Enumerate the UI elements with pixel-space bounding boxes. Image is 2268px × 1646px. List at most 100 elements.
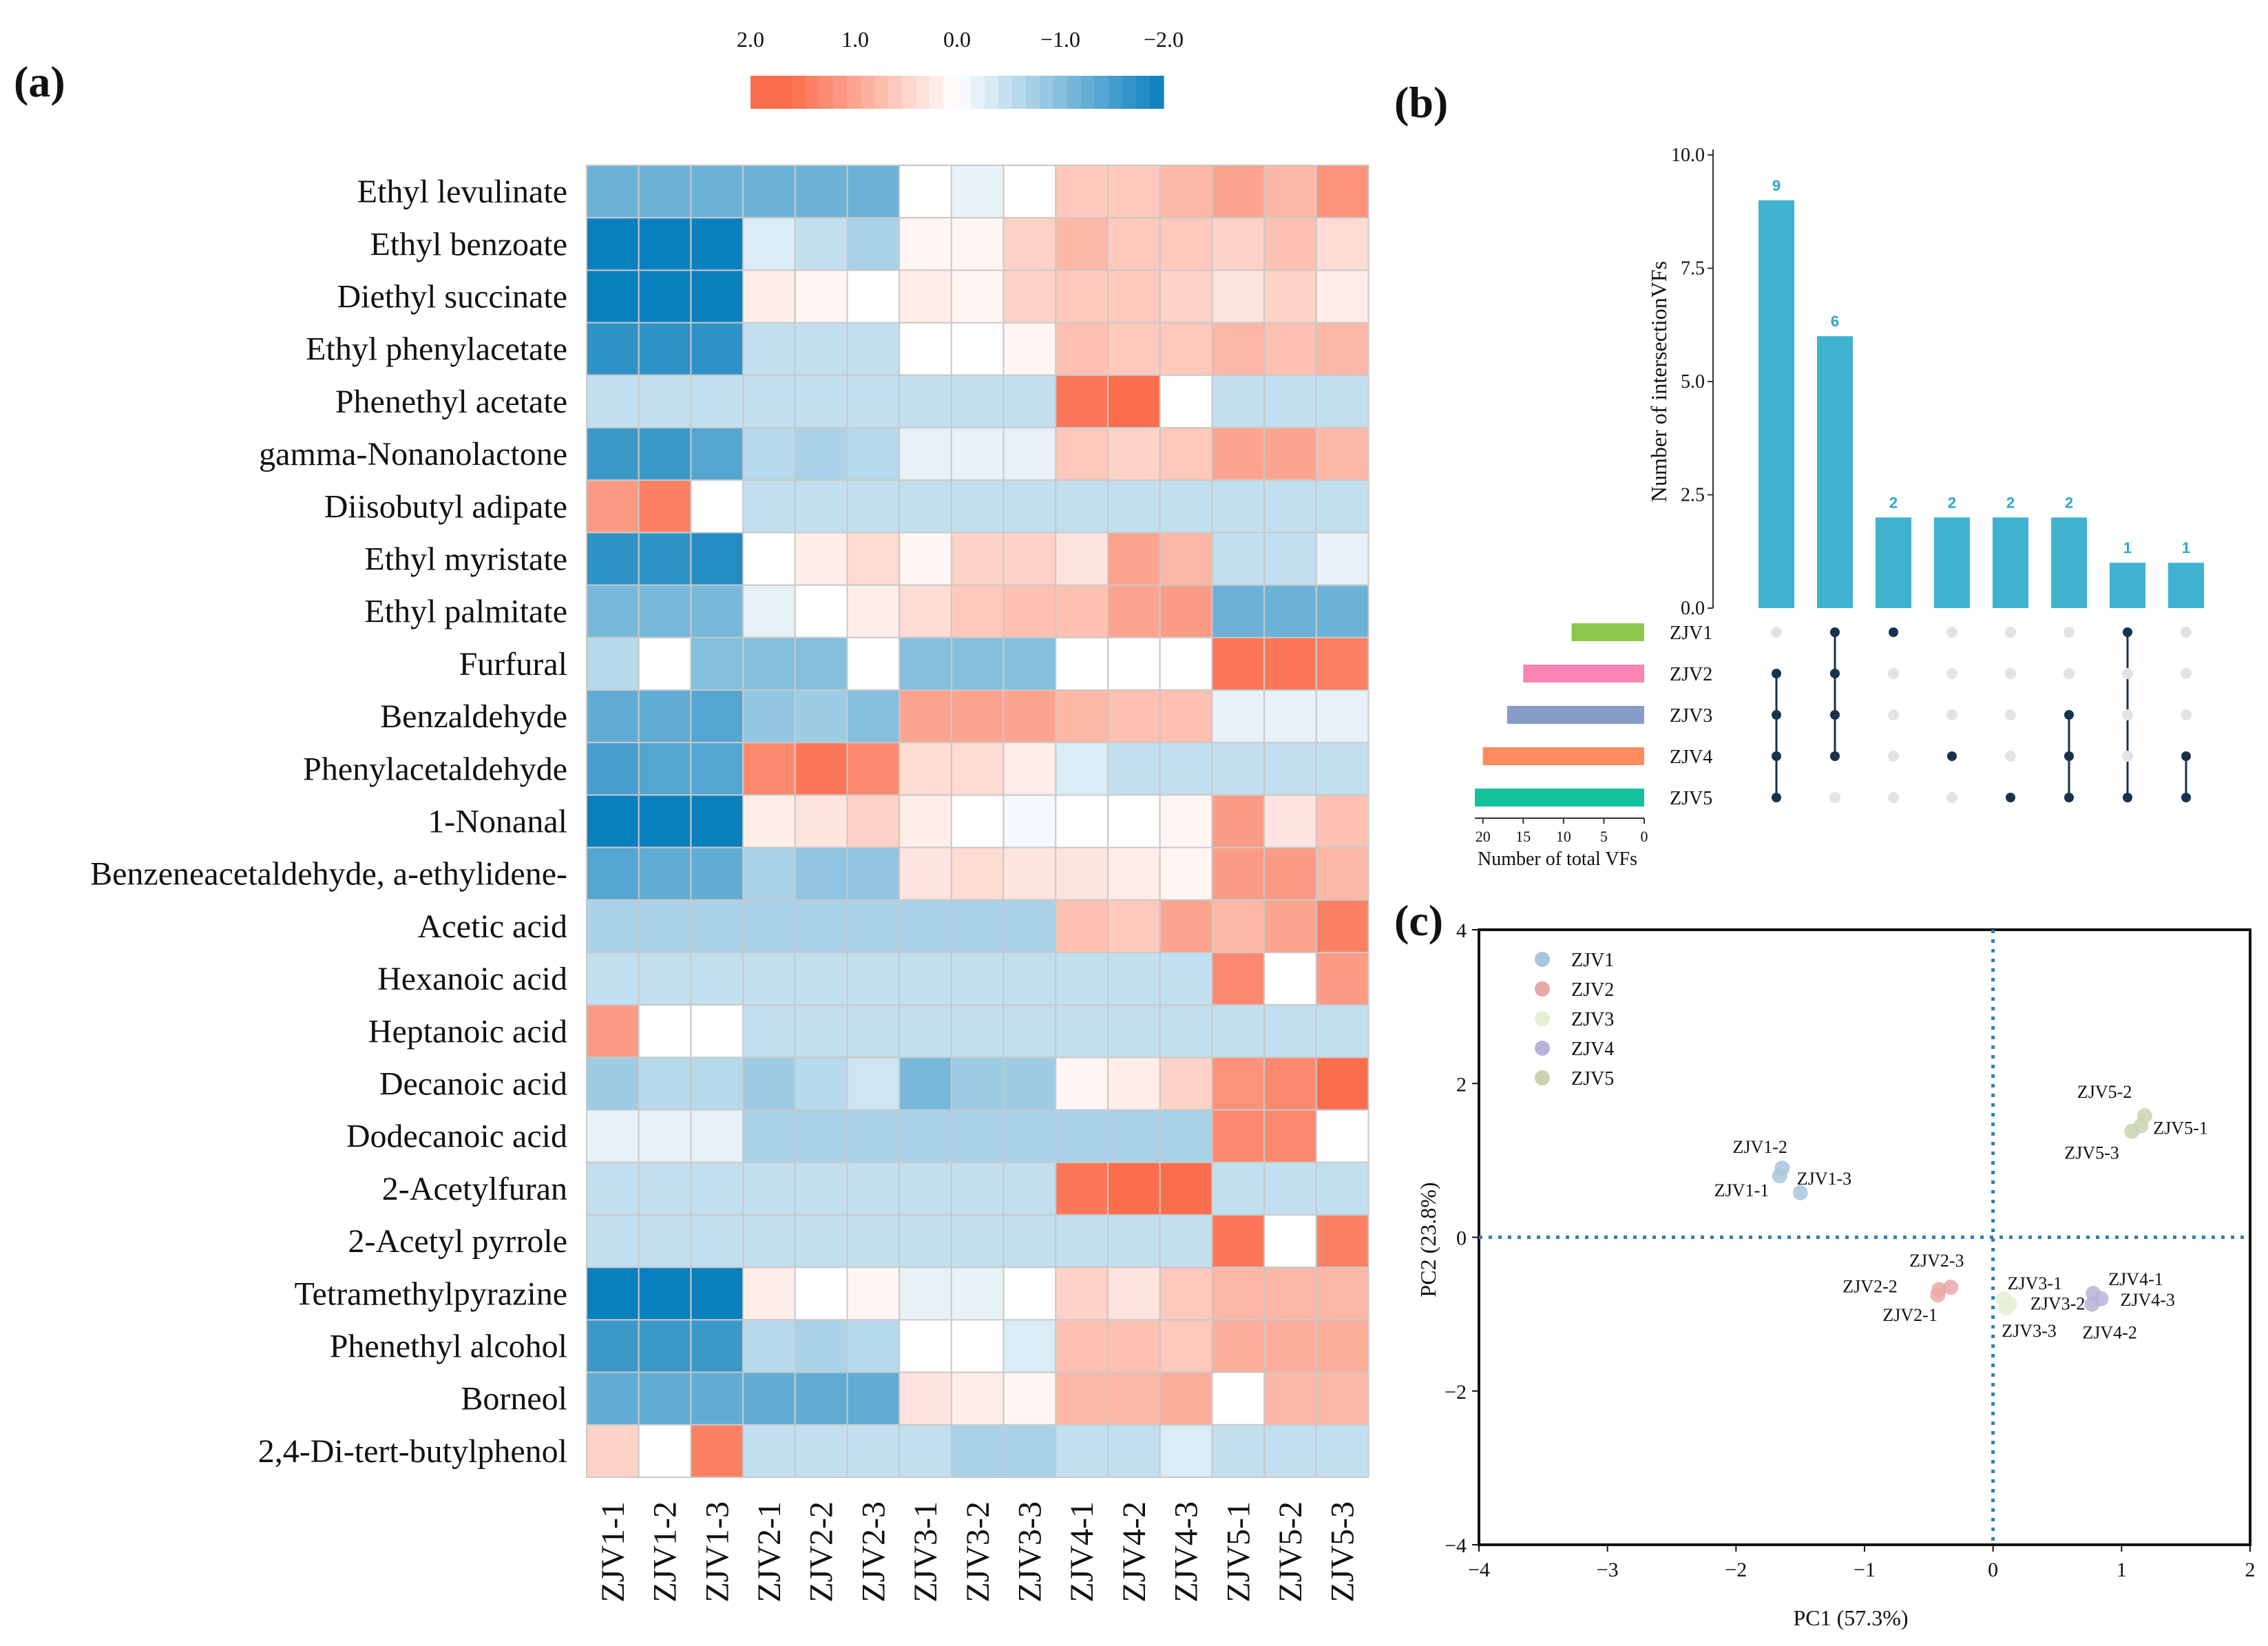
colorbar-tick-label: 2.0 bbox=[737, 27, 764, 52]
heatmap-cell bbox=[638, 584, 692, 638]
heatmap-cell bbox=[638, 269, 692, 324]
colorbar-segment bbox=[1067, 76, 1082, 109]
upset-dot-off bbox=[1946, 668, 1957, 679]
heatmap-cell bbox=[1211, 1267, 1266, 1321]
heatmap-cell bbox=[1159, 1109, 1213, 1163]
heatmap-cell bbox=[1211, 532, 1266, 586]
heatmap-cell bbox=[1002, 374, 1057, 428]
heatmap-cell bbox=[1211, 794, 1266, 848]
pca-point bbox=[2136, 1108, 2152, 1124]
heatmap-cell bbox=[794, 952, 848, 1006]
heatmap-cell bbox=[950, 1371, 1005, 1426]
heatmap-cell bbox=[1315, 1424, 1369, 1479]
heatmap-cell bbox=[1002, 427, 1057, 481]
upset-dot-off bbox=[2064, 627, 2075, 638]
pca-x-tick-label: −4 bbox=[1468, 1559, 1490, 1581]
heatmap-cell bbox=[794, 1319, 848, 1373]
heatmap-cell bbox=[690, 1004, 744, 1059]
heatmap-cell bbox=[950, 1161, 1005, 1216]
heatmap-cell bbox=[846, 1371, 901, 1426]
heatmap-cell bbox=[899, 1424, 952, 1479]
heatmap-cell bbox=[690, 217, 744, 271]
pca-y-tick-label: −2 bbox=[1445, 1381, 1467, 1404]
heatmap-cell bbox=[690, 374, 744, 428]
heatmap-cell bbox=[586, 1004, 640, 1059]
heatmap-cell bbox=[1002, 532, 1057, 586]
heatmap-cell bbox=[1002, 269, 1057, 324]
upset-dot-off bbox=[2181, 627, 2192, 638]
pca-point-label: ZJV4-1 bbox=[2108, 1269, 2163, 1289]
colorbar-segment bbox=[943, 76, 958, 109]
heatmap-cell bbox=[638, 1004, 692, 1059]
heatmap-row-label: 1-Nonanal bbox=[428, 804, 567, 840]
upset-dot-off bbox=[2122, 709, 2133, 720]
heatmap-cell bbox=[1107, 636, 1161, 691]
heatmap-cell bbox=[638, 952, 692, 1006]
heatmap-cell bbox=[1315, 584, 1369, 638]
pca-point-label: ZJV1-3 bbox=[1797, 1169, 1851, 1189]
upset-bar bbox=[2168, 563, 2204, 608]
upset-set-label: ZJV5 bbox=[1670, 788, 1712, 809]
heatmap-cell bbox=[1002, 742, 1057, 796]
heatmap-cell bbox=[742, 1424, 796, 1479]
heatmap-cell bbox=[1211, 899, 1266, 954]
heatmap-cell bbox=[1211, 1109, 1266, 1163]
heatmap-cell bbox=[1055, 689, 1109, 744]
heatmap-column-label: ZJV1-3 bbox=[699, 1501, 735, 1603]
heatmap-cell bbox=[1263, 374, 1317, 428]
heatmap-cell bbox=[950, 1424, 1005, 1479]
heatmap-cell bbox=[1263, 899, 1317, 954]
heatmap-cell bbox=[950, 532, 1005, 586]
heatmap-cell bbox=[794, 1161, 848, 1216]
heatmap-cell bbox=[1263, 1161, 1317, 1216]
heatmap-cell bbox=[1263, 794, 1317, 848]
pca-point bbox=[1943, 1280, 1959, 1295]
pca-point-label: ZJV4-3 bbox=[2121, 1290, 2175, 1310]
heatmap-cell bbox=[586, 1424, 640, 1479]
heatmap-cell bbox=[846, 165, 901, 219]
heatmap-cell bbox=[690, 427, 744, 481]
heatmap-row-label: Acetic acid bbox=[418, 908, 567, 945]
upset-dot-off bbox=[2005, 627, 2016, 638]
heatmap-cell bbox=[1002, 1319, 1057, 1373]
heatmap-cell bbox=[586, 1214, 640, 1269]
heatmap-cell bbox=[846, 427, 901, 481]
heatmap-cell bbox=[1159, 1161, 1213, 1216]
heatmap-cell bbox=[846, 1214, 901, 1269]
pca-point-label: ZJV2-3 bbox=[1909, 1251, 1964, 1271]
heatmap-cell bbox=[638, 479, 692, 534]
pca-x-tick-label: 1 bbox=[2117, 1559, 2127, 1581]
pca-legend-marker bbox=[1535, 952, 1550, 967]
heatmap-cell bbox=[899, 742, 952, 796]
heatmap-cell bbox=[1211, 1319, 1266, 1373]
heatmap-cell bbox=[1263, 322, 1317, 376]
heatmap-cell bbox=[690, 1161, 744, 1216]
heatmap-row-label: Heptanoic acid bbox=[368, 1013, 567, 1050]
heatmap-column-label: ZJV4-2 bbox=[1116, 1501, 1153, 1603]
heatmap-cell bbox=[950, 1004, 1005, 1059]
heatmap-cell bbox=[1107, 742, 1161, 796]
heatmap-cell bbox=[950, 1267, 1005, 1321]
heatmap-cell bbox=[1055, 1161, 1109, 1216]
heatmap-cell bbox=[1107, 374, 1161, 428]
heatmap-cell bbox=[794, 165, 848, 219]
heatmap-cell bbox=[1002, 846, 1057, 901]
upset-set-axis-tick-label: 5 bbox=[1600, 828, 1608, 845]
heatmap-cell bbox=[1055, 952, 1109, 1006]
upset-dot-off bbox=[1946, 709, 1957, 720]
heatmap-cell bbox=[846, 794, 901, 848]
heatmap-cell bbox=[638, 1109, 692, 1163]
heatmap-cell bbox=[638, 794, 692, 848]
heatmap-cell bbox=[1107, 1161, 1161, 1216]
upset-bar bbox=[2051, 517, 2087, 608]
heatmap-cell bbox=[690, 794, 744, 848]
heatmap-cell bbox=[899, 1319, 952, 1373]
heatmap-cell bbox=[586, 1319, 640, 1373]
upset-set-size-bar bbox=[1506, 706, 1644, 724]
heatmap-cell bbox=[1315, 217, 1369, 271]
pca-x-tick-label: 2 bbox=[2245, 1559, 2256, 1581]
heatmap-row-label: Benzaldehyde bbox=[380, 698, 567, 735]
heatmap-cell bbox=[690, 1424, 744, 1479]
heatmap-row-label: Benzeneacetaldehyde, a-ethylidene- bbox=[90, 856, 567, 893]
heatmap-cell bbox=[794, 846, 848, 901]
